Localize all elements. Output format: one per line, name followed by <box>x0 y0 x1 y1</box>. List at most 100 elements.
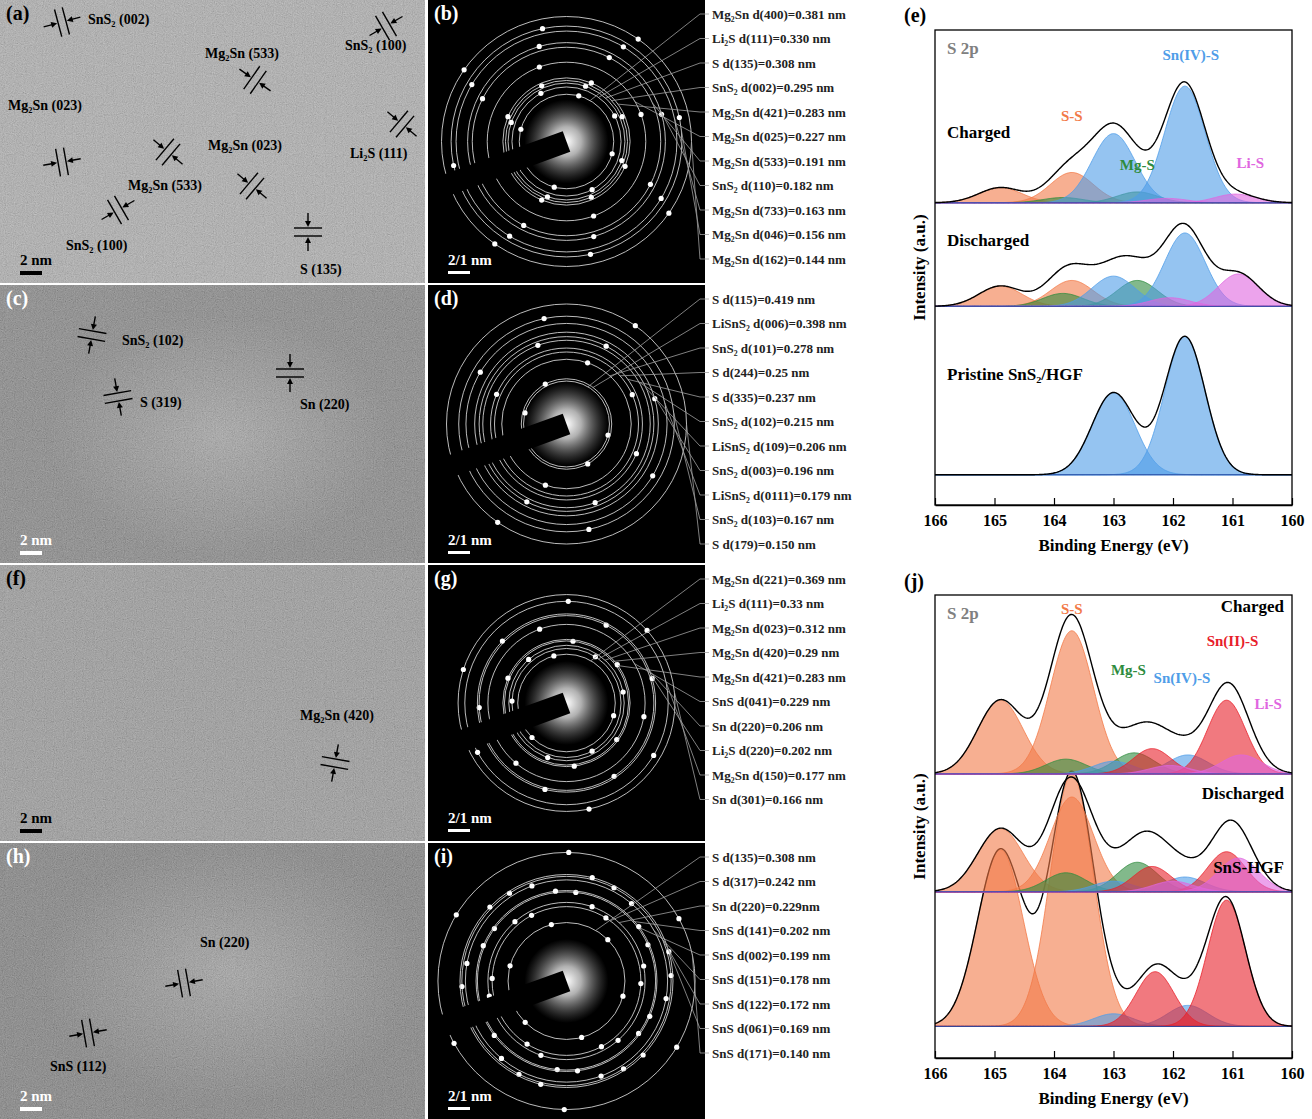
diffraction-spot <box>659 196 664 201</box>
x-tick-mark <box>1292 1051 1293 1058</box>
xps-chart: 166165164163162161160Binding Energy (eV)… <box>904 4 1305 555</box>
fringe-marker <box>378 101 425 147</box>
ring-label: Sn d(220)=0.229nm <box>712 899 820 914</box>
ring-label: Mg₂Sn d(025)=0.227 nm <box>712 129 846 144</box>
baseline <box>935 306 1292 307</box>
diffraction-spot <box>566 599 571 604</box>
scale-bar-label: 2/1 nm <box>448 252 492 268</box>
arrow-head <box>188 978 195 985</box>
leader-line <box>662 938 709 1004</box>
ring-label: SnS d(041)=0.229 nm <box>712 694 830 709</box>
tem-grain <box>0 285 425 563</box>
tem-panel: SnS₂ (002)Mg₂Sn (533)SnS₂ (100)Li₂S (111… <box>0 0 426 283</box>
x-tick-mark <box>935 1051 936 1058</box>
diffraction-spot <box>543 381 548 386</box>
spectrum <box>935 777 1292 892</box>
diffraction-spot <box>651 753 656 758</box>
diffraction-spot <box>674 1045 679 1050</box>
diffraction-spot <box>603 915 608 920</box>
diffraction-spot <box>591 213 596 218</box>
lattice-label: SnS₂ (100) <box>66 238 128 254</box>
panel-label: (a) <box>6 2 29 25</box>
ring-label: Li₂S d(111)=0.33 nm <box>712 596 824 611</box>
fringe-marker <box>228 163 275 209</box>
fringe-marker <box>294 213 322 251</box>
component-label: Sn(IV)-S <box>1163 47 1220 64</box>
tem-image <box>0 285 425 563</box>
ring-label: LiSnS₂ d(109)=0.206 nm <box>712 439 847 454</box>
leader-line <box>633 921 709 930</box>
spectrum-label: Charged <box>947 123 1011 142</box>
arrow-head <box>170 153 178 161</box>
diffraction-spot <box>610 151 615 156</box>
saed-panel <box>428 285 705 563</box>
diffraction-spot <box>543 483 548 488</box>
tem-panel: SnS₂ (102)S (319)Sn (220)(c)2 nm <box>0 285 425 563</box>
diffraction-spot <box>638 112 643 117</box>
spectrum-label: Charged <box>1221 597 1285 616</box>
diffraction-spot <box>604 344 609 349</box>
diffraction-spot <box>505 114 510 119</box>
arrow-head <box>333 752 340 759</box>
beam-stopper <box>428 971 570 1063</box>
arrow-head <box>77 1031 84 1038</box>
lattice-label: SnS₂ (102) <box>122 333 184 349</box>
x-tick: 165 <box>983 1051 1007 1082</box>
ring-label: Mg₂Sn d(420)=0.29 nm <box>712 645 839 660</box>
diffraction-spot <box>494 392 499 397</box>
scale-bar-label: 2 nm <box>20 252 53 268</box>
baseline <box>935 773 1292 774</box>
scale-bar <box>448 551 470 554</box>
leader-line <box>620 373 709 376</box>
plot-area <box>935 82 1292 475</box>
x-tick-mark <box>1232 498 1233 505</box>
ring-label: Sn d(301)=0.166 nm <box>712 792 823 807</box>
x-tick: 161 <box>1221 1051 1245 1082</box>
beam-stopper <box>428 693 570 785</box>
leader-line <box>593 324 709 388</box>
diffraction-spot <box>529 913 534 918</box>
diffraction-spot <box>621 44 626 49</box>
arrow-head <box>375 26 383 34</box>
beam-stopper <box>428 131 570 223</box>
ring-label: Mg₂Sn d(421)=0.283 nm <box>712 105 846 120</box>
leader-line <box>665 403 709 495</box>
diffraction-spot <box>492 241 497 246</box>
spectrum <box>935 614 1292 773</box>
scale-bar <box>448 1107 470 1110</box>
lattice-label: Mg₂Sn (533) <box>205 46 279 62</box>
diffraction-spot <box>579 1035 584 1040</box>
fit-peak <box>935 700 1292 774</box>
diffraction-spot <box>641 963 646 968</box>
ring-label: Mg₂Sn d(046)=0.156 nm <box>712 227 846 242</box>
x-tick: 165 <box>983 498 1007 529</box>
diffraction-spot <box>676 916 681 921</box>
leader-line <box>666 682 709 775</box>
tem-panel: Mg₂Sn (420)(f)2 nm <box>0 565 425 841</box>
diffraction-spot <box>537 44 542 49</box>
fit-envelope <box>935 82 1292 203</box>
fringe-marker <box>40 4 84 41</box>
x-tick-mark <box>1113 498 1114 505</box>
diffraction-spot <box>451 163 456 168</box>
ring-label: Sn d(220)=0.206 nm <box>712 719 823 734</box>
fringe-marker <box>144 129 191 175</box>
lattice-label: SnS₂ (100) <box>345 38 407 54</box>
y-axis-title: Intensity (a.u.) <box>910 773 929 879</box>
arrow-head <box>158 143 166 151</box>
diffraction-spot <box>650 473 655 478</box>
x-tick: 160 <box>1281 498 1305 529</box>
diffraction-spot <box>590 749 595 754</box>
panel-label: (d) <box>434 287 458 310</box>
leader-line <box>613 653 709 662</box>
panel-label: (h) <box>6 845 30 868</box>
fringe-marker <box>101 376 135 418</box>
panel-label: (b) <box>434 2 458 25</box>
baseline <box>935 891 1292 892</box>
lattice-label: Sn (220) <box>200 935 250 951</box>
ring-label: LiSnS₂ d(0111)=0.179 nm <box>712 488 852 503</box>
diffraction-spot <box>549 922 554 927</box>
leader-line <box>635 102 709 137</box>
diffraction-spot <box>612 113 617 118</box>
diffraction-spot <box>509 698 514 703</box>
